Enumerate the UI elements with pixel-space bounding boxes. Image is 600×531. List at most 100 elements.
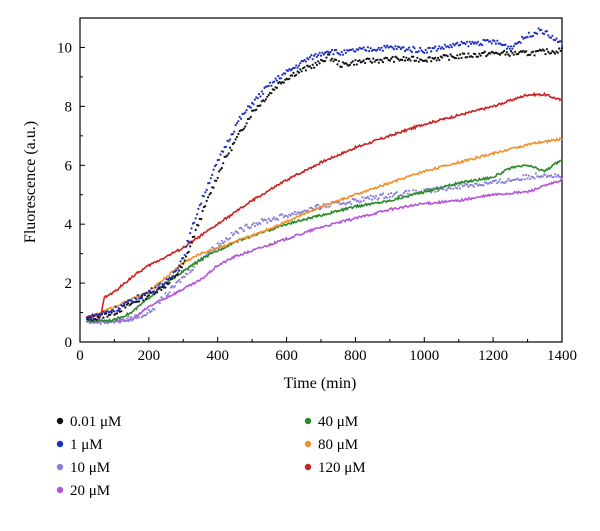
data-point	[113, 321, 116, 324]
data-point	[559, 40, 562, 43]
data-point	[295, 213, 298, 216]
data-point	[273, 216, 276, 219]
data-point	[460, 40, 463, 43]
data-point	[556, 51, 560, 54]
data-point	[381, 192, 385, 195]
data-point	[435, 59, 438, 62]
data-point	[212, 186, 215, 189]
data-point	[339, 53, 342, 56]
data-point	[167, 293, 170, 296]
data-point	[508, 54, 511, 58]
data-point	[153, 293, 156, 296]
data-point	[132, 301, 135, 304]
data-point	[341, 61, 345, 64]
data-point	[460, 182, 463, 185]
data-point	[406, 192, 409, 195]
data-point	[140, 294, 144, 297]
data-point	[420, 49, 423, 52]
data-point	[496, 39, 499, 42]
data-point	[362, 46, 365, 49]
data-point	[219, 153, 222, 156]
x-tick-label: 1200	[478, 348, 508, 364]
data-point	[184, 255, 188, 258]
data-point	[391, 195, 394, 198]
data-point	[231, 234, 234, 237]
data-point	[417, 60, 420, 63]
data-point	[242, 229, 245, 233]
data-point	[303, 58, 306, 62]
data-point	[138, 316, 141, 319]
data-point	[536, 32, 539, 35]
data-point	[277, 74, 280, 78]
data-point	[456, 41, 459, 44]
legend-label: 20 μM	[70, 483, 110, 499]
data-point	[176, 272, 179, 275]
data-point	[394, 45, 397, 48]
data-point	[508, 47, 511, 50]
data-point	[180, 266, 183, 269]
data-point	[344, 62, 347, 65]
data-point	[390, 57, 393, 60]
data-point	[414, 189, 418, 192]
data-point	[512, 45, 515, 48]
data-point	[189, 232, 192, 235]
data-point	[257, 92, 261, 96]
data-point	[357, 199, 360, 202]
data-point	[504, 53, 507, 56]
data-point	[189, 271, 192, 274]
data-point	[552, 175, 555, 179]
data-point	[370, 61, 374, 64]
data-point	[91, 319, 94, 322]
data-point	[337, 201, 340, 204]
data-point	[251, 223, 254, 226]
data-point	[103, 321, 106, 325]
data-point	[496, 182, 499, 185]
data-point	[219, 242, 222, 245]
data-point	[359, 200, 362, 203]
data-point	[92, 317, 95, 320]
data-point	[501, 51, 504, 54]
data-point	[479, 54, 482, 57]
data-point	[489, 40, 492, 43]
data-point	[348, 200, 351, 203]
data-point	[552, 51, 555, 54]
data-point	[256, 223, 259, 226]
data-point	[164, 292, 167, 295]
data-point	[370, 198, 374, 201]
data-point	[244, 111, 247, 114]
data-point	[464, 42, 467, 46]
data-point	[147, 294, 150, 297]
data-point	[289, 214, 292, 217]
data-point	[280, 82, 283, 85]
data-point	[136, 294, 139, 297]
data-point	[457, 57, 460, 60]
data-point	[226, 154, 229, 157]
data-point	[408, 57, 411, 60]
data-point	[288, 68, 291, 71]
data-point	[399, 193, 402, 196]
data-point	[361, 196, 364, 199]
data-point	[140, 316, 144, 319]
data-point	[412, 55, 415, 58]
data-point	[229, 237, 232, 240]
data-point	[481, 44, 484, 47]
data-point	[423, 51, 426, 55]
data-point	[285, 214, 288, 217]
data-point	[329, 59, 332, 62]
data-point	[208, 181, 211, 185]
data-point	[218, 170, 221, 173]
data-point	[518, 51, 521, 54]
data-point	[98, 316, 101, 319]
legend-marker	[56, 486, 64, 494]
data-point	[460, 56, 463, 60]
data-point	[343, 49, 346, 52]
data-point	[281, 213, 284, 216]
data-point	[187, 268, 190, 271]
data-point	[354, 59, 357, 62]
data-point	[182, 262, 185, 265]
data-point	[175, 274, 178, 277]
data-point	[284, 72, 287, 75]
data-point	[253, 98, 256, 101]
data-point	[456, 187, 459, 190]
data-point	[554, 173, 557, 176]
